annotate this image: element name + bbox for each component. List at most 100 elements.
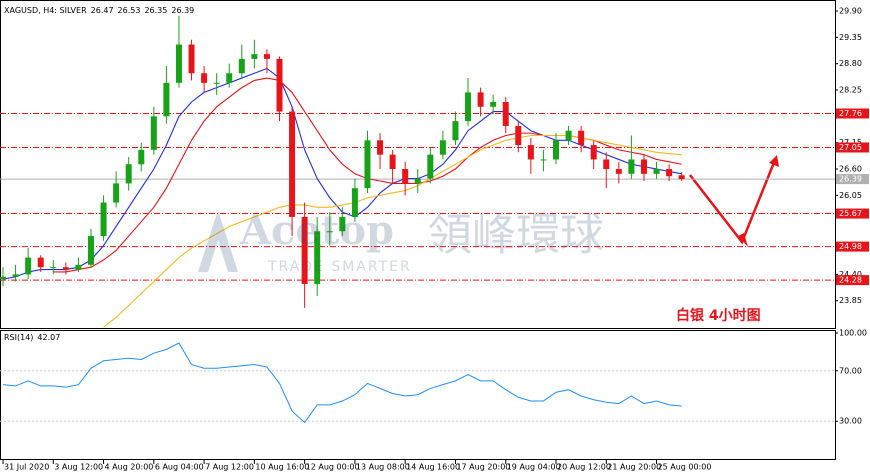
y-tick-label: 26.05	[839, 191, 862, 200]
candle-body	[0, 276, 7, 280]
x-tick-label: 3 Aug 12:00	[54, 463, 103, 472]
candle-body	[364, 140, 371, 189]
candle-body	[527, 145, 534, 160]
candle-body	[653, 169, 660, 174]
x-tick-label: 6 Aug 04:00	[155, 463, 204, 472]
candle-body	[314, 231, 321, 284]
candle-body	[289, 111, 296, 217]
ohlc-close: 26.39	[171, 6, 194, 15]
forecast-arrow	[689, 159, 777, 245]
symbol: XAGUSD, H4: SILVER	[4, 6, 87, 15]
arrow-head	[769, 155, 779, 167]
x-tick-label: 12 Aug 00:00	[306, 463, 360, 472]
x-tick-label: 10 Aug 16:00	[255, 463, 309, 472]
candle-body	[163, 82, 170, 117]
candle-body	[150, 116, 157, 150]
x-tick-label: 25 Aug 00:00	[658, 463, 712, 472]
rsi-header: RSI(14) 42.07	[4, 333, 60, 342]
x-tick-label: 7 Aug 12:00	[205, 463, 254, 472]
watermark-logo	[198, 210, 238, 272]
candle-body	[213, 82, 220, 84]
candle-body	[490, 101, 497, 107]
level-label: 27.05	[839, 143, 862, 152]
x-tick-label: 21 Aug 20:00	[607, 463, 661, 472]
arrow-head	[738, 233, 748, 247]
annotation: 白银 4小时图	[676, 307, 761, 324]
candle-body	[238, 58, 245, 74]
candle-body	[188, 44, 195, 74]
bid-label: 26.39	[839, 175, 862, 184]
candle-body	[100, 202, 107, 237]
candle-body	[251, 54, 258, 59]
candle-body	[666, 169, 673, 177]
candle-body	[113, 183, 120, 203]
candle-body	[502, 101, 509, 126]
x-tick-label: 20 Aug 12:00	[557, 463, 611, 472]
candle-body	[339, 216, 346, 232]
watermark-slogan: TRADE SMARTER	[267, 259, 412, 275]
candle-body	[37, 257, 44, 268]
rsi-title: RSI(14)	[4, 333, 33, 342]
level-label: 27.76	[839, 109, 862, 118]
candle-body	[301, 216, 308, 284]
candle-body	[615, 169, 622, 174]
candle-body	[62, 267, 69, 270]
ohlc-low: 26.35	[144, 6, 167, 15]
bid-tag	[836, 174, 869, 185]
rsi-value: 42.07	[37, 333, 60, 342]
level-label: 25.67	[839, 209, 862, 218]
x-tick-label: 17 Aug 20:00	[456, 463, 510, 472]
candle-body	[87, 236, 94, 265]
candle-body	[465, 92, 472, 122]
candle-body	[50, 267, 57, 269]
candle-body	[565, 130, 572, 141]
y-tick-label: 28.25	[839, 86, 862, 95]
candle-body	[578, 130, 585, 146]
candle-body	[414, 178, 421, 184]
candle-body	[477, 92, 484, 107]
candle-body	[439, 140, 446, 155]
y-tick-label: 29.90	[839, 7, 862, 16]
candle-body	[175, 44, 182, 83]
level-tag	[836, 275, 869, 286]
candle-body	[25, 257, 32, 275]
rsi-line	[2, 342, 682, 424]
y-tick-label: 30.00	[839, 417, 862, 426]
candle-body	[75, 264, 82, 270]
candle-body	[276, 58, 283, 112]
y-tick-label: 28.80	[839, 59, 862, 68]
candle-body	[389, 154, 396, 170]
y-tick-label: 23.85	[839, 296, 862, 305]
candle-body	[678, 175, 685, 180]
level-tag	[836, 142, 869, 153]
candle-body	[628, 159, 635, 174]
candle-body	[540, 159, 547, 161]
candle-body	[402, 169, 409, 184]
price-panel	[0, 0, 836, 329]
x-tick-label: 4 Aug 20:00	[105, 463, 154, 472]
candle-body	[515, 125, 522, 146]
candle-body	[226, 73, 233, 83]
level-tag	[836, 208, 869, 219]
candle-body	[590, 145, 597, 160]
level-label: 24.98	[839, 242, 862, 251]
chart-header: XAGUSD, H4: SILVER 26.47 26.53 26.35 26.39	[4, 6, 194, 15]
candle-body	[12, 274, 19, 277]
y-tick-label: 70.00	[839, 366, 862, 375]
level-tag	[836, 241, 869, 252]
x-tick-label: 14 Aug 16:00	[406, 463, 460, 472]
candle-body	[326, 231, 333, 233]
candle-body	[603, 159, 610, 170]
x-tick-label: 13 Aug 08:00	[356, 463, 410, 472]
ohlc-open: 26.47	[91, 6, 114, 15]
watermark: Acetop 領峰環球 TRADE SMARTER	[198, 207, 604, 275]
candle-body	[351, 188, 358, 217]
y-tick-label: 26.60	[839, 165, 862, 174]
level-tag	[836, 108, 869, 119]
watermark-brand: Acetop	[239, 207, 394, 254]
x-tick-label: 31 Jul 2020	[4, 463, 49, 472]
moving-average	[103, 134, 682, 328]
ohlc-high: 26.53	[118, 6, 141, 15]
level-label: 24.28	[839, 276, 862, 285]
